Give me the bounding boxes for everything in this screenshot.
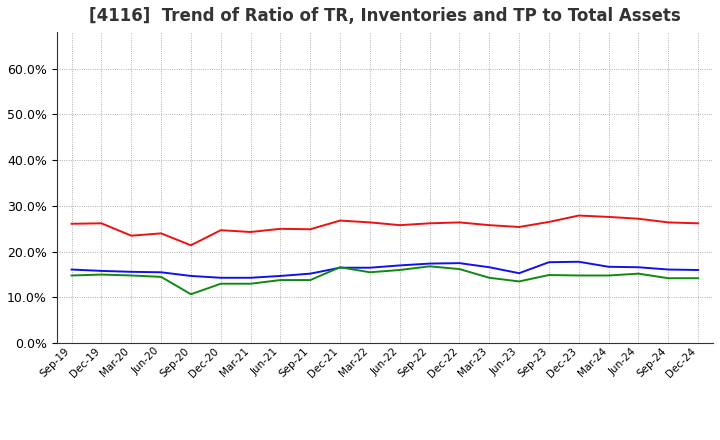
Trade Receivables — [515, 224, 523, 230]
Legend: Trade Receivables, Inventories, Trade Payables: Trade Receivables, Inventories, Trade Pa… — [170, 436, 600, 440]
Inventories — [336, 265, 344, 270]
Trade Payables — [336, 264, 344, 270]
Trade Payables — [544, 272, 553, 278]
Inventories — [426, 261, 434, 266]
Inventories — [485, 264, 494, 270]
Inventories — [664, 267, 672, 272]
Line: Trade Payables: Trade Payables — [71, 266, 698, 294]
Trade Payables — [694, 275, 703, 281]
Trade Payables — [485, 275, 494, 280]
Trade Payables — [97, 272, 106, 277]
Trade Payables — [127, 273, 135, 278]
Trade Receivables — [664, 220, 672, 225]
Inventories — [544, 260, 553, 265]
Trade Payables — [306, 277, 315, 282]
Trade Receivables — [157, 231, 166, 236]
Inventories — [276, 273, 284, 279]
Trade Payables — [515, 279, 523, 284]
Trade Payables — [426, 264, 434, 269]
Inventories — [395, 263, 404, 268]
Trade Payables — [276, 277, 284, 282]
Trade Receivables — [217, 227, 225, 233]
Inventories — [217, 275, 225, 280]
Trade Receivables — [127, 233, 135, 238]
Trade Payables — [604, 273, 613, 278]
Trade Payables — [455, 267, 464, 272]
Inventories — [694, 268, 703, 273]
Trade Payables — [246, 281, 255, 286]
Trade Receivables — [604, 214, 613, 220]
Trade Receivables — [67, 221, 76, 227]
Inventories — [157, 270, 166, 275]
Trade Payables — [217, 281, 225, 286]
Trade Payables — [67, 273, 76, 278]
Inventories — [455, 260, 464, 266]
Trade Payables — [634, 271, 643, 276]
Inventories — [575, 259, 583, 264]
Inventories — [366, 265, 374, 270]
Trade Payables — [157, 274, 166, 279]
Inventories — [604, 264, 613, 269]
Inventories — [306, 271, 315, 276]
Title: [4116]  Trend of Ratio of TR, Inventories and TP to Total Assets: [4116] Trend of Ratio of TR, Inventories… — [89, 7, 680, 25]
Inventories — [246, 275, 255, 280]
Trade Receivables — [366, 220, 374, 225]
Trade Receivables — [455, 220, 464, 225]
Trade Receivables — [186, 242, 195, 248]
Trade Receivables — [426, 221, 434, 226]
Trade Receivables — [485, 223, 494, 228]
Trade Receivables — [575, 213, 583, 218]
Trade Payables — [366, 270, 374, 275]
Trade Payables — [575, 273, 583, 278]
Inventories — [515, 271, 523, 276]
Trade Receivables — [634, 216, 643, 221]
Trade Payables — [395, 268, 404, 273]
Line: Inventories: Inventories — [71, 262, 698, 278]
Inventories — [127, 269, 135, 275]
Trade Receivables — [336, 218, 344, 223]
Inventories — [186, 273, 195, 279]
Trade Receivables — [694, 221, 703, 226]
Inventories — [67, 267, 76, 272]
Trade Receivables — [97, 221, 106, 226]
Trade Receivables — [276, 226, 284, 231]
Trade Receivables — [246, 229, 255, 235]
Inventories — [634, 264, 643, 270]
Trade Payables — [664, 275, 672, 281]
Trade Receivables — [544, 219, 553, 224]
Trade Receivables — [395, 223, 404, 228]
Inventories — [97, 268, 106, 274]
Trade Receivables — [306, 227, 315, 232]
Trade Payables — [186, 292, 195, 297]
Line: Trade Receivables: Trade Receivables — [71, 216, 698, 245]
